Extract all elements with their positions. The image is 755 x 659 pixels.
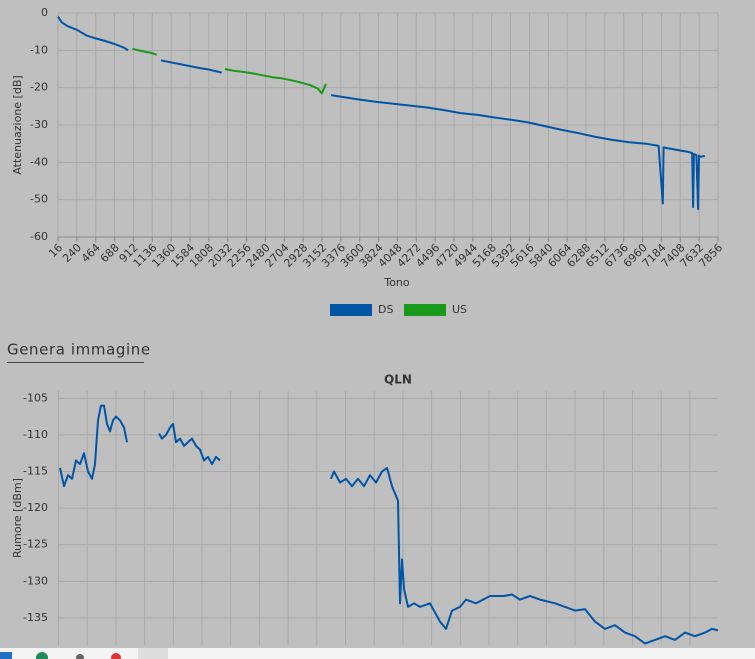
y-tick-label: -105 bbox=[23, 391, 48, 404]
export-link[interactable]: Genera immagine bbox=[7, 341, 151, 359]
legend-swatch bbox=[330, 304, 372, 316]
series-line bbox=[59, 404, 719, 645]
taskbar-icon bbox=[36, 652, 48, 659]
taskbar-icon bbox=[111, 653, 121, 659]
y-tick-label: -60 bbox=[30, 230, 48, 243]
y-tick-label: -10 bbox=[30, 43, 48, 56]
chart-title: QLN bbox=[384, 373, 412, 387]
y-tick-label: -130 bbox=[23, 574, 48, 587]
y-tick-label: -115 bbox=[23, 465, 48, 478]
y-tick-label: 0 bbox=[41, 6, 48, 19]
taskbar bbox=[0, 648, 755, 659]
y-tick-label: -125 bbox=[23, 538, 48, 551]
legend-swatch bbox=[404, 304, 446, 316]
taskbar-icon bbox=[0, 652, 12, 659]
x-axis-label: Tono bbox=[383, 276, 410, 289]
legend-label: US bbox=[452, 303, 467, 316]
vertical-grid bbox=[58, 391, 718, 645]
y-axis-label: Rumore [dBm] bbox=[11, 478, 24, 558]
series-line bbox=[132, 47, 327, 95]
y-tick-label: -20 bbox=[30, 81, 48, 94]
y-tick-label: -120 bbox=[23, 501, 48, 514]
y-tick-label: -110 bbox=[23, 428, 48, 441]
y-tick-label: -30 bbox=[30, 118, 48, 131]
y-axis-label: Attenuazione [dB] bbox=[11, 75, 24, 174]
y-tick-label: -135 bbox=[23, 611, 48, 624]
y-tick-label: -40 bbox=[30, 155, 48, 168]
taskbar-icon bbox=[138, 648, 168, 659]
y-tick-label: -50 bbox=[30, 193, 48, 206]
series-line bbox=[57, 16, 706, 210]
taskbar-icon bbox=[76, 654, 84, 659]
legend-label: DS bbox=[378, 303, 393, 316]
